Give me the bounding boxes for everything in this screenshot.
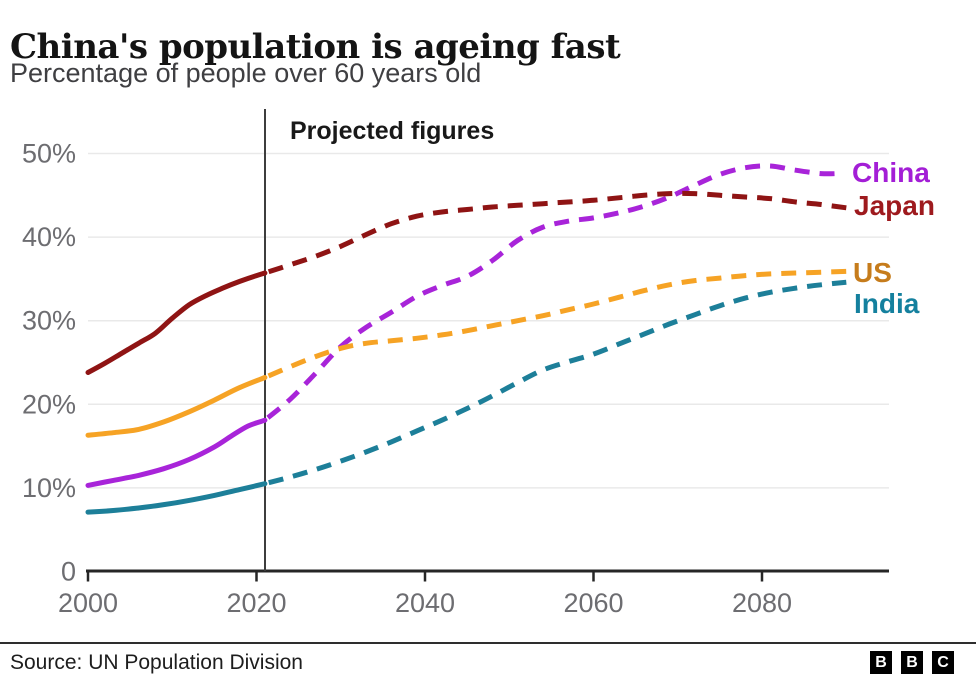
y-axis-label-40: 40% (22, 222, 76, 252)
legend-label-china: China (852, 157, 930, 188)
us-projected-line (263, 268, 847, 380)
y-axis-label-10: 10% (22, 473, 76, 503)
china-projected-line (263, 163, 838, 423)
source-text: Source: UN Population Division (10, 651, 303, 674)
china-historical-line (85, 417, 268, 488)
legend-label-us: US (853, 257, 892, 288)
chart-subtitle: Percentage of people over 60 years old (10, 58, 482, 88)
x-axis-label-2040: 2040 (395, 588, 455, 618)
japan-projected-line (264, 190, 847, 276)
axes: 0 10% 20% 30% 40% 50% 2000 2020 2040 2060 2080 (22, 139, 889, 618)
footer-divider (0, 642, 976, 644)
data-series (85, 163, 847, 515)
us-historical-line (85, 375, 268, 438)
gridlines (88, 152, 889, 489)
chart-canvas: 0 10% 20% 30% 40% 50% 2000 2020 2040 2060 2080 Pro… (22, 109, 935, 618)
x-axis-label-2020: 2020 (226, 588, 286, 618)
x-axis-label-2000: 2000 (58, 588, 118, 618)
bbc-logo-block-c: C (932, 651, 954, 674)
x-axis-label-2060: 2060 (563, 588, 623, 618)
projection-annotation: Projected figures (290, 117, 494, 145)
chart-title: China's population is ageing fast (10, 26, 621, 67)
india-historical-line (85, 481, 268, 515)
india-projected-line (264, 279, 847, 487)
y-axis-label-0: 0 (61, 557, 76, 587)
legend-label-japan: Japan (854, 190, 935, 221)
x-axis-label-2080: 2080 (732, 588, 792, 618)
legend-label-india: India (854, 288, 920, 319)
y-axis-label-20: 20% (22, 389, 76, 419)
bbc-logo-block-b2: B (901, 651, 923, 674)
japan-historical-line (85, 270, 268, 375)
y-axis-label-30: 30% (22, 306, 76, 336)
bbc-logo: B B C (870, 651, 954, 674)
series-legend: China Japan US India (852, 157, 935, 319)
bbc-logo-block-b1: B (870, 651, 892, 674)
y-axis-label-50: 50% (22, 139, 76, 169)
